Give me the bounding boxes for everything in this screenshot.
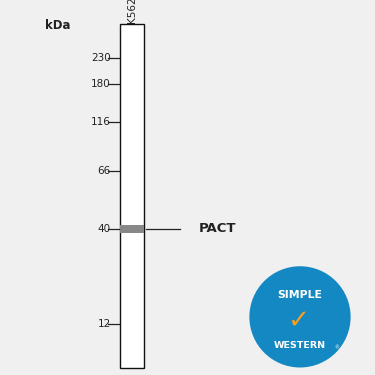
Text: ✓: ✓ <box>287 308 309 334</box>
Text: K562: K562 <box>127 0 137 23</box>
Text: PACT: PACT <box>199 222 236 235</box>
Text: 116: 116 <box>91 117 111 127</box>
Text: ®: ® <box>334 346 339 351</box>
Text: 40: 40 <box>98 224 111 234</box>
FancyBboxPatch shape <box>120 225 144 233</box>
Text: 180: 180 <box>91 80 111 89</box>
Text: 12: 12 <box>98 320 111 329</box>
Circle shape <box>249 266 351 368</box>
Text: 66: 66 <box>98 166 111 176</box>
Text: SIMPLE: SIMPLE <box>278 290 322 300</box>
Text: kDa: kDa <box>45 19 70 32</box>
Text: 230: 230 <box>91 53 111 63</box>
Text: WESTERN: WESTERN <box>274 341 326 350</box>
FancyBboxPatch shape <box>120 24 144 368</box>
